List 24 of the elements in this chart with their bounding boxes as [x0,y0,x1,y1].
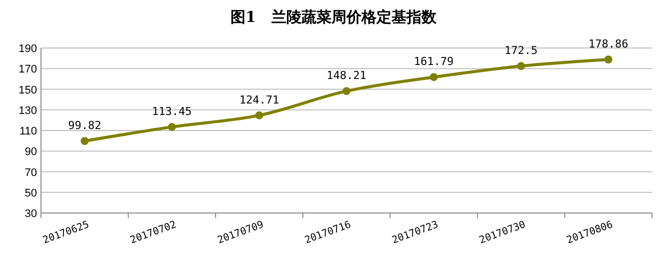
data-label: 172.5 [504,44,538,58]
data-label: 178.86 [588,37,628,50]
data-label: 113.45 [152,104,192,118]
y-tick-label: 110 [19,126,37,138]
point [168,122,176,131]
chart-title: 图1 兰陵蔬菜周价格定基指数 [230,8,438,26]
y-tick-label: 150 [18,84,37,96]
y-tick-label: 70 [24,166,37,179]
y-tick-label: 50 [24,187,37,200]
point [517,62,526,70]
y-tick-label: 130 [18,104,37,117]
y-tick-label: 190 [18,43,37,55]
point [342,87,350,96]
point [604,55,612,64]
y-tick-label: 30 [24,208,37,220]
point [255,111,264,120]
data-label: 99.82 [68,119,102,132]
data-label: 124.71 [239,93,280,106]
y-tick-label: 90 [24,146,37,158]
data-label: 161.79 [414,55,454,68]
point [80,137,89,145]
point [430,73,438,82]
y-tick-label: 170 [18,64,37,76]
data-label: 148.21 [326,69,366,82]
